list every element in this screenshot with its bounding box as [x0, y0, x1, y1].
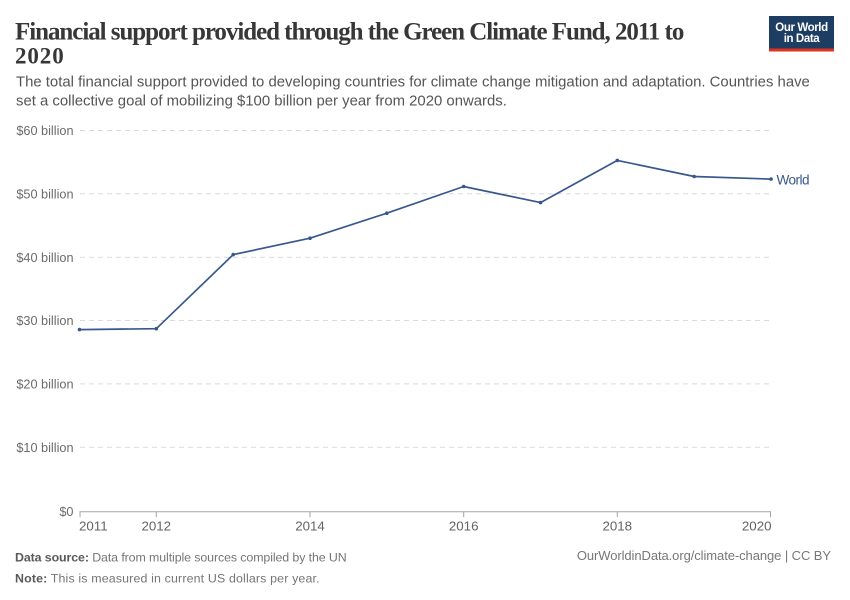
svg-text:Our World: Our World — [775, 22, 828, 34]
svg-text:The total financial support pr: The total financial support provided to … — [16, 75, 810, 91]
svg-text:$20 billion: $20 billion — [16, 378, 73, 392]
svg-text:World: World — [777, 172, 810, 187]
svg-text:2011: 2011 — [79, 518, 108, 533]
svg-text:Financial support provided thr: Financial support provided through the G… — [15, 18, 684, 45]
svg-text:$0: $0 — [59, 505, 73, 519]
svg-text:Note: This is measured in curr: Note: This is measured in current US dol… — [15, 571, 320, 585]
svg-text:2012: 2012 — [142, 518, 172, 533]
svg-text:2014: 2014 — [295, 518, 325, 533]
svg-text:2016: 2016 — [449, 518, 479, 533]
svg-text:in Data: in Data — [784, 33, 821, 45]
svg-text:$40 billion: $40 billion — [16, 251, 73, 265]
svg-text:set a collective goal of mobil: set a collective goal of mobilizing $100… — [16, 93, 507, 109]
svg-text:2020: 2020 — [15, 44, 65, 69]
svg-text:2020: 2020 — [742, 518, 772, 533]
svg-text:$60 billion: $60 billion — [16, 124, 73, 138]
svg-text:$10 billion: $10 billion — [16, 441, 73, 455]
svg-text:Data source: Data from multipl: Data source: Data from multiple sources … — [15, 551, 347, 565]
svg-text:OurWorldinData.org/climate-cha: OurWorldinData.org/climate-change | CC B… — [577, 548, 832, 563]
svg-text:$30 billion: $30 billion — [16, 314, 73, 328]
svg-text:$50 billion: $50 billion — [16, 187, 73, 201]
svg-text:2018: 2018 — [603, 518, 633, 533]
